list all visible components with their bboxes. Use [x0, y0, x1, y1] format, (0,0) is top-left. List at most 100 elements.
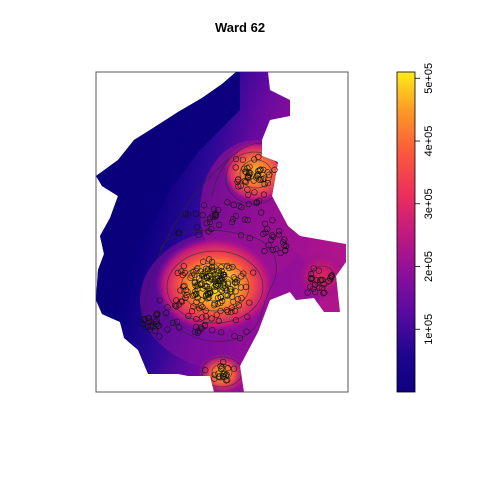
observation-point: [307, 271, 315, 278]
observation-point: [239, 156, 246, 163]
observation-point: [224, 199, 231, 206]
observation-point: [232, 275, 239, 282]
observation-point: [235, 302, 242, 309]
observation-point: [215, 278, 222, 285]
observation-point: [238, 232, 245, 239]
observation-point: [280, 239, 287, 246]
heatmap-surface: [96, 72, 346, 392]
observation-point: [147, 318, 154, 326]
observation-point: [269, 217, 276, 224]
observation-point: [232, 155, 240, 163]
map-title: Ward 62: [214, 20, 266, 35]
observation-point: [219, 284, 226, 291]
legend-tick-label: 1e+05: [423, 314, 435, 345]
observation-point: [254, 172, 261, 179]
observation-point: [257, 166, 264, 173]
observation-point: [218, 365, 225, 373]
observation-point: [312, 289, 319, 296]
observation-point: [282, 247, 289, 254]
observation-point: [203, 265, 210, 272]
color-legend: 1e+05 2e+05 3e+05 4e+05 5e+05: [396, 63, 435, 393]
observation-point: [204, 290, 211, 297]
observation-point: [228, 219, 236, 226]
observation-point: [202, 268, 209, 275]
observation-point: [226, 264, 233, 272]
observation-point: [175, 230, 182, 237]
observation-point: [232, 213, 239, 220]
observation-point: [191, 329, 199, 336]
observation-point: [180, 263, 187, 270]
observation-point: [310, 265, 317, 272]
observation-point: [184, 288, 191, 295]
observation-point: [208, 225, 215, 233]
observation-point: [244, 217, 251, 224]
observation-point: [194, 295, 201, 302]
observation-point: [203, 220, 210, 227]
observation-point: [209, 327, 216, 334]
observation-point: [206, 290, 213, 297]
observation-point: [211, 371, 218, 378]
observation-point: [304, 289, 311, 296]
observation-point: [191, 279, 198, 287]
observation-point: [196, 305, 203, 312]
observation-point: [246, 163, 253, 170]
observation-point: [245, 191, 252, 198]
observation-point: [258, 176, 265, 183]
observation-point: [199, 212, 206, 219]
observation-point: [237, 284, 245, 291]
observation-point: [229, 263, 236, 271]
observation-point: [198, 281, 205, 288]
observation-point: [181, 269, 188, 277]
observation-point: [154, 310, 161, 317]
observation-point: [232, 164, 239, 171]
observation-point: [262, 220, 269, 227]
observation-point: [219, 297, 226, 305]
observation-point: [192, 210, 199, 217]
observation-point: [260, 191, 268, 198]
observation-point: [269, 232, 276, 239]
observation-point: [213, 311, 220, 318]
observation-point: [259, 176, 267, 183]
observation-point: [317, 277, 324, 284]
observation-point: [328, 273, 335, 281]
observation-point: [328, 272, 336, 279]
observation-point: [265, 242, 272, 249]
observation-point: [246, 171, 253, 178]
observation-point: [255, 167, 262, 175]
observation-point: [230, 365, 238, 372]
observation-point: [192, 324, 200, 331]
observation-point: [240, 270, 247, 277]
observation-point: [250, 269, 257, 276]
observation-point: [224, 281, 231, 288]
observation-point: [212, 210, 219, 217]
observation-point: [215, 317, 222, 325]
observation-point: [270, 233, 277, 240]
observation-point: [214, 300, 221, 307]
observation-point: [201, 323, 208, 330]
observation-point: [218, 364, 226, 371]
observation-point: [234, 277, 241, 284]
observation-point: [307, 283, 314, 290]
observation-point: [276, 228, 283, 235]
observation-point: [172, 302, 179, 309]
observation-point: [217, 308, 224, 315]
observation-point: [246, 235, 253, 242]
observation-point: [273, 246, 280, 253]
observation-point: [307, 276, 314, 283]
observation-point: [221, 282, 228, 289]
observation-point: [170, 319, 177, 327]
observation-point: [223, 307, 230, 314]
observation-point: [215, 370, 222, 377]
observation-point: [179, 272, 186, 279]
observation-point: [243, 328, 250, 335]
observation-point: [164, 326, 171, 333]
observation-point: [193, 268, 200, 275]
observation-point: [220, 371, 227, 378]
observation-point: [214, 294, 222, 302]
observation-point: [316, 284, 323, 291]
observation-point: [264, 180, 272, 187]
observation-point: [187, 274, 194, 281]
observation-point: [241, 178, 248, 185]
observation-point: [235, 183, 242, 190]
observation-point: [232, 307, 239, 315]
